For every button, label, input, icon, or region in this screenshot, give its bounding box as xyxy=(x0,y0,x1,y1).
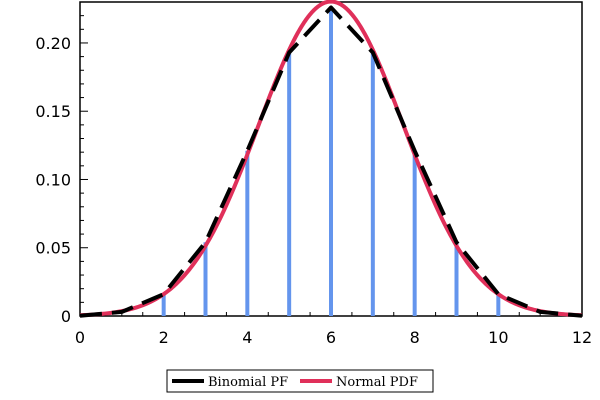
legend-label-binomial: Binomial PF xyxy=(208,375,288,390)
legend: Binomial PF Normal PDF xyxy=(166,369,434,393)
x-tick-label: 0 xyxy=(75,328,85,347)
y-tick-label: 0.20 xyxy=(35,34,71,53)
x-tick-label: 2 xyxy=(159,328,169,347)
y-tick-label: 0.15 xyxy=(35,102,71,121)
y-tick-label: 0.05 xyxy=(35,239,71,258)
normal-pdf-line xyxy=(79,0,583,318)
legend-label-normal: Normal PDF xyxy=(336,375,418,390)
binomial-pf-line xyxy=(79,5,583,318)
x-tick-label: 10 xyxy=(488,328,508,347)
x-tick-label: 4 xyxy=(242,328,252,347)
y-tick-label: 0.10 xyxy=(35,170,71,189)
x-tick-label: 12 xyxy=(572,328,592,347)
x-tick-label: 6 xyxy=(326,328,336,347)
y-tick-label: 0 xyxy=(61,307,71,326)
x-tick-label: 8 xyxy=(410,328,420,347)
